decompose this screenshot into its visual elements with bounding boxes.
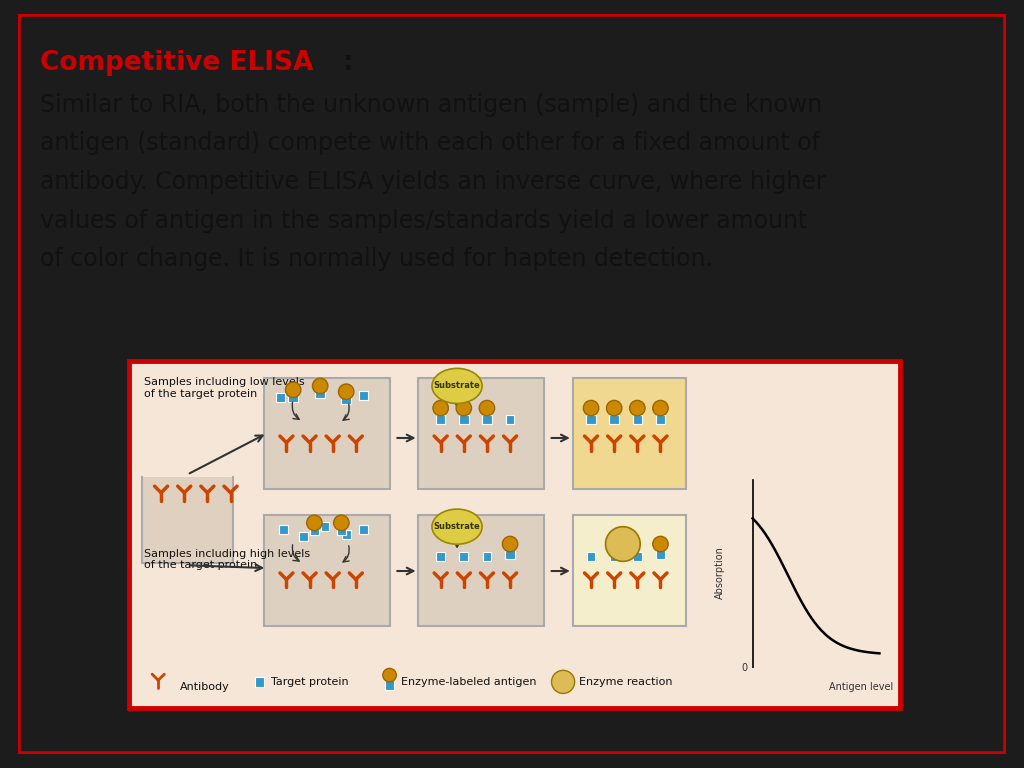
Text: Substrate: Substrate	[434, 382, 480, 390]
Bar	[264, 378, 389, 489]
Text: of color change. It is normally used for hapten detection.: of color change. It is normally used for…	[40, 247, 713, 271]
Bar	[315, 389, 325, 399]
Bar	[505, 550, 515, 559]
Bar	[459, 415, 469, 425]
Circle shape	[652, 536, 669, 551]
Bar	[385, 680, 394, 690]
Bar	[264, 515, 389, 626]
Text: antigen (standard) compete with each other for a fixed amount of: antigen (standard) compete with each oth…	[40, 131, 819, 155]
Bar	[633, 415, 642, 425]
Text: Enzyme-labeled antigen: Enzyme-labeled antigen	[401, 677, 537, 687]
Ellipse shape	[432, 369, 482, 403]
Bar	[337, 526, 346, 535]
Circle shape	[312, 378, 328, 394]
Circle shape	[652, 400, 669, 415]
Text: values of antigen in the samples/standards yield a lower amount: values of antigen in the samples/standar…	[40, 209, 807, 233]
Circle shape	[584, 400, 599, 415]
Circle shape	[306, 515, 323, 531]
Bar	[341, 395, 351, 404]
Bar	[633, 552, 642, 561]
Bar	[506, 415, 514, 424]
Text: Similar to RIA, both the unknown antigen (sample) and the known: Similar to RIA, both the unknown antigen…	[40, 93, 822, 117]
Bar	[255, 677, 264, 687]
Circle shape	[606, 400, 622, 415]
Bar	[321, 522, 330, 531]
Text: Competitive ELISA: Competitive ELISA	[40, 51, 313, 77]
Bar	[586, 415, 596, 425]
Circle shape	[503, 536, 518, 551]
Bar	[359, 525, 368, 534]
Bar	[655, 550, 666, 559]
Text: 0: 0	[741, 663, 748, 673]
Bar	[587, 552, 595, 561]
Bar	[342, 530, 350, 538]
Bar	[280, 525, 288, 534]
Bar	[289, 392, 298, 402]
Text: Enzyme reaction: Enzyme reaction	[579, 677, 672, 687]
Text: Antibody: Antibody	[179, 682, 229, 692]
Circle shape	[479, 400, 495, 415]
Bar	[141, 476, 233, 563]
Bar	[129, 361, 900, 708]
Circle shape	[383, 668, 396, 682]
Bar	[482, 552, 492, 561]
Bar	[276, 393, 285, 402]
Bar	[359, 391, 368, 400]
Text: :: :	[343, 51, 354, 77]
Text: Samples including low levels
of the target protein: Samples including low levels of the targ…	[143, 377, 304, 399]
Bar	[572, 378, 686, 489]
Bar	[655, 415, 666, 425]
Bar	[460, 552, 468, 561]
Text: Samples including high levels
of the target protein: Samples including high levels of the tar…	[143, 549, 310, 571]
Circle shape	[433, 400, 449, 415]
Text: Antigen level: Antigen level	[828, 682, 893, 692]
Bar	[436, 415, 445, 425]
Text: antibody. Competitive ELISA yields an inverse curve, where higher: antibody. Competitive ELISA yields an in…	[40, 170, 825, 194]
Bar	[436, 552, 445, 561]
Bar	[419, 515, 544, 626]
Text: Target protein: Target protein	[271, 677, 348, 687]
Circle shape	[334, 515, 349, 531]
Bar	[609, 415, 618, 425]
Circle shape	[339, 384, 354, 399]
Text: Absorption: Absorption	[715, 546, 725, 598]
Circle shape	[605, 527, 640, 561]
Bar	[299, 532, 308, 541]
Bar	[419, 378, 544, 489]
Bar	[572, 515, 686, 626]
Bar	[482, 415, 492, 425]
Circle shape	[286, 382, 301, 398]
Circle shape	[552, 670, 574, 694]
Circle shape	[630, 400, 645, 415]
Text: Substrate: Substrate	[434, 522, 480, 531]
Bar	[610, 552, 618, 561]
Circle shape	[456, 400, 471, 415]
Bar	[309, 526, 319, 535]
Ellipse shape	[432, 509, 482, 545]
